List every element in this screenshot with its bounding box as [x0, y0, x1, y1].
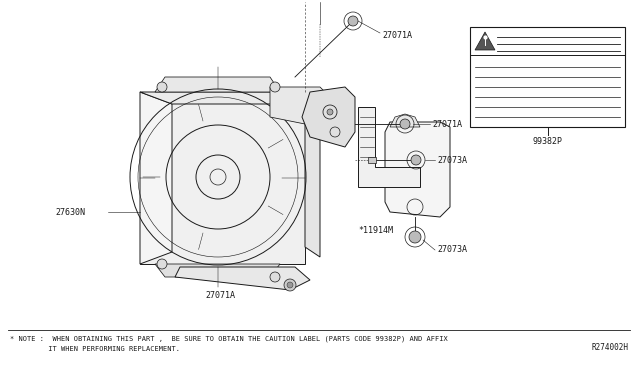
Text: 27071A: 27071A [205, 292, 235, 301]
Text: *11914M: *11914M [358, 226, 394, 235]
Polygon shape [390, 114, 420, 127]
Text: 27071A: 27071A [432, 119, 462, 128]
Polygon shape [475, 32, 495, 50]
Text: 27073A: 27073A [437, 155, 467, 164]
Polygon shape [155, 77, 280, 92]
FancyBboxPatch shape [140, 92, 305, 264]
Circle shape [270, 272, 280, 282]
Circle shape [284, 279, 296, 291]
Circle shape [348, 16, 358, 26]
Circle shape [157, 82, 167, 92]
Polygon shape [140, 92, 310, 104]
FancyBboxPatch shape [368, 157, 376, 163]
Circle shape [270, 82, 280, 92]
Text: 27630N: 27630N [55, 208, 85, 217]
Text: 27071A: 27071A [382, 31, 412, 39]
FancyBboxPatch shape [470, 27, 625, 127]
Polygon shape [140, 92, 172, 264]
Text: 27073A: 27073A [437, 246, 467, 254]
Text: R274002H: R274002H [591, 343, 628, 352]
Text: 99382P: 99382P [532, 137, 563, 146]
Polygon shape [175, 267, 310, 290]
Circle shape [157, 259, 167, 269]
Circle shape [411, 155, 421, 165]
Circle shape [327, 109, 333, 115]
Polygon shape [155, 264, 280, 277]
Polygon shape [302, 87, 355, 147]
Polygon shape [385, 122, 450, 217]
Polygon shape [270, 87, 330, 127]
Polygon shape [305, 102, 320, 257]
Circle shape [287, 282, 293, 288]
Circle shape [409, 231, 421, 243]
Text: * NOTE :  WHEN OBTAINING THIS PART ,  BE SURE TO OBTAIN THE CAUTION LABEL (PARTS: * NOTE : WHEN OBTAINING THIS PART , BE S… [10, 336, 448, 343]
Circle shape [400, 119, 410, 129]
Text: IT WHEN PERFORMING REPLACEMENT.: IT WHEN PERFORMING REPLACEMENT. [10, 346, 180, 352]
Polygon shape [358, 107, 420, 187]
